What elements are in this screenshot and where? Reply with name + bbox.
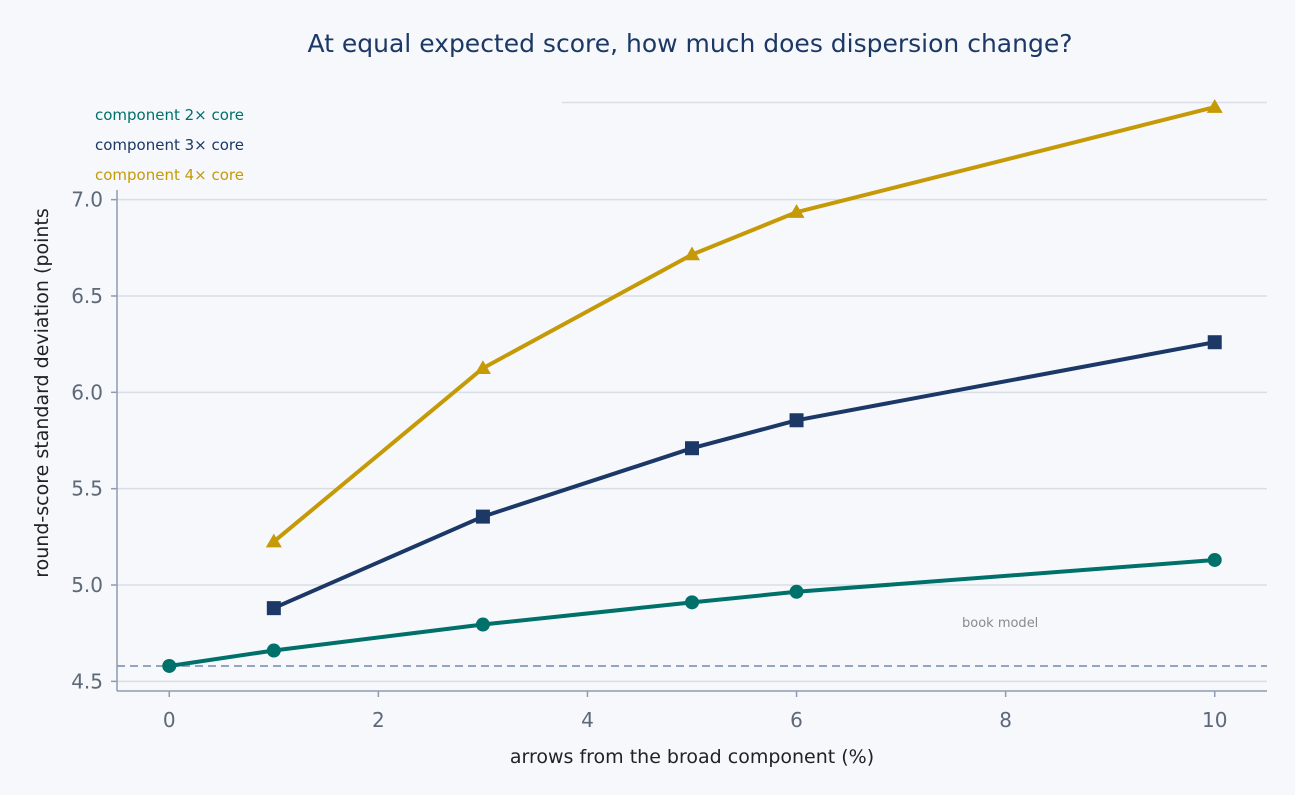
legend-item-2: component 4× core (95, 166, 244, 184)
data-point-s1-0 (266, 601, 281, 616)
legend-item-1: component 3× core (95, 136, 244, 154)
axes: 4.5 5.0 5.5 6.0 6.5 7.0 0 2 4 6 8 10 (71, 188, 1267, 732)
data-point-s2-0 (265, 533, 282, 548)
legend-item-0: component 2× core (95, 106, 244, 124)
data-point-s1-3 (789, 413, 804, 428)
x-axis-label: arrows from the broad component (%) (510, 746, 874, 768)
data-point-s0-1 (266, 643, 281, 658)
x-tick-label-3: 6 (790, 708, 803, 732)
data-point-s0-3 (685, 595, 699, 610)
chart-title: At equal expected score, how much does d… (307, 29, 1072, 58)
x-tick-label-5: 10 (1202, 708, 1227, 732)
y-tick-label-1: 5.0 (71, 573, 103, 597)
y-tick-label-2: 5.5 (71, 477, 103, 501)
data-point-s2-3 (788, 204, 805, 218)
series-line-2 (271, 105, 1217, 544)
y-tick-label-3: 6.0 (71, 380, 103, 404)
series-line-0 (167, 558, 1217, 668)
data-point-s0-2 (475, 617, 490, 632)
y-tick-label-0: 4.5 (71, 669, 103, 693)
x-tick-label-4: 8 (999, 708, 1012, 732)
y-axis-label: round-score standard deviation (points (31, 208, 53, 578)
series-1 (266, 335, 1222, 616)
data-point-s0-4 (789, 584, 804, 599)
series-2 (265, 99, 1223, 548)
x-tick-label-1: 2 (372, 708, 385, 732)
series-group (162, 99, 1223, 673)
reference-line-group: book model (117, 616, 1267, 667)
data-point-s1-4 (1207, 335, 1222, 350)
data-point-s1-2 (685, 441, 699, 456)
data-point-s0-5 (1207, 552, 1222, 567)
y-tick-label-4: 6.5 (71, 284, 103, 308)
data-point-s2-1 (474, 360, 491, 375)
series-0 (162, 552, 1222, 673)
data-point-s0-0 (162, 658, 177, 673)
reference-line-label: book model (962, 616, 1038, 631)
y-tick-label-5: 7.0 (71, 188, 103, 212)
grid-lines (117, 198, 1267, 683)
data-point-s2-4 (1206, 99, 1223, 113)
data-point-s2-2 (684, 246, 700, 261)
x-tick-label-0: 0 (163, 708, 176, 732)
series-line-1 (271, 340, 1217, 611)
data-point-s1-1 (475, 509, 490, 524)
x-tick-label-2: 4 (581, 708, 594, 732)
legend: component 2× core component 3× core compon… (95, 106, 244, 184)
